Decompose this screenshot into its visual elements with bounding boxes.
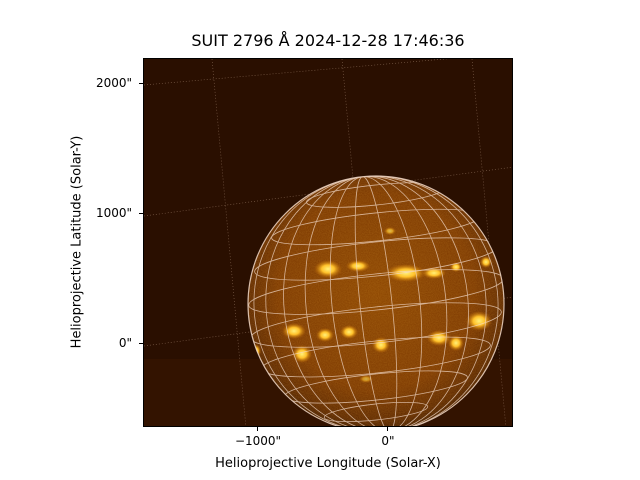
solar-limb <box>247 175 505 426</box>
y-tick-mark <box>139 83 143 84</box>
active-region <box>386 264 426 282</box>
y-tick-mark <box>139 343 143 344</box>
active-region <box>316 328 334 342</box>
active-region <box>314 260 342 278</box>
active-region <box>372 337 390 353</box>
active-region <box>282 323 306 339</box>
x-tick-label: −1000" <box>234 434 282 448</box>
active-region <box>466 311 492 331</box>
y-tick-mark <box>139 213 143 214</box>
disk-texture <box>248 176 504 426</box>
active-region <box>340 325 358 339</box>
x-tick-mark <box>387 427 388 431</box>
active-region <box>480 256 492 268</box>
y-tick-label: 2000" <box>95 76 132 90</box>
active-region <box>448 335 464 351</box>
figure-title: SUIT 2796 Å 2024-12-28 17:46:36 <box>191 31 465 50</box>
active-region <box>359 375 373 383</box>
active-region <box>384 227 396 235</box>
active-region <box>427 330 451 346</box>
x-axis-label: Helioprojective Longitude (Solar-X) <box>215 456 441 471</box>
y-axis-label: Helioprojective Latitude (Solar-Y) <box>69 135 85 349</box>
solar-image <box>144 59 512 426</box>
solar-image-plot <box>143 58 513 427</box>
active-region <box>292 345 312 363</box>
x-tick-label: 0" <box>381 434 395 448</box>
x-tick-mark <box>257 427 258 431</box>
y-tick-label: 1000" <box>95 206 132 220</box>
active-region <box>346 260 370 272</box>
y-tick-label: 0" <box>118 336 132 350</box>
